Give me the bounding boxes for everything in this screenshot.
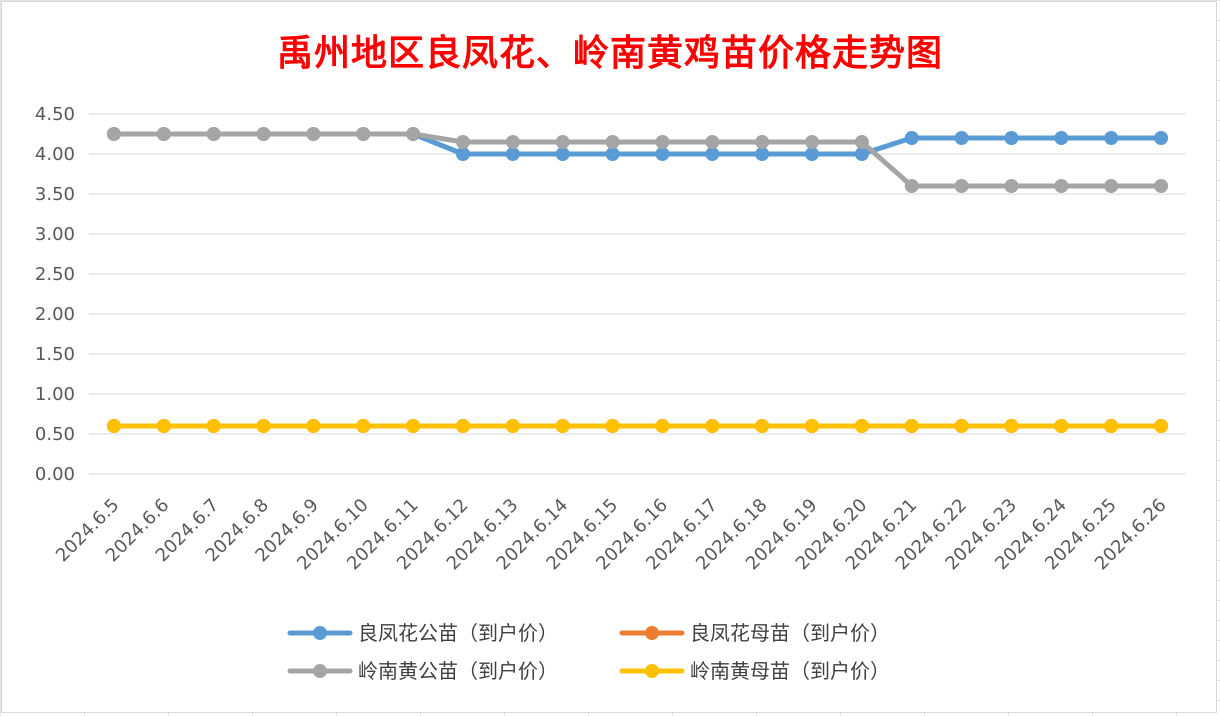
- data-point[interactable]: [1104, 179, 1119, 193]
- data-point[interactable]: [156, 127, 171, 141]
- legend-swatch-marker: [313, 664, 327, 678]
- data-point[interactable]: [256, 127, 271, 141]
- data-point[interactable]: [705, 419, 720, 433]
- legend-swatch-marker: [645, 664, 659, 678]
- data-point[interactable]: [605, 135, 620, 149]
- data-point[interactable]: [555, 135, 570, 149]
- data-point[interactable]: [505, 419, 520, 433]
- chart-title: 禹州地区良凤花、岭南黄鸡苗价格走势图: [276, 32, 943, 74]
- data-point[interactable]: [555, 419, 570, 433]
- data-point[interactable]: [1054, 419, 1069, 433]
- data-point[interactable]: [505, 147, 520, 161]
- legend-item[interactable]: 良凤花母苗（到户价）: [619, 621, 890, 645]
- y-tick-label: 4.50: [35, 104, 75, 125]
- series-4: [106, 419, 1169, 433]
- data-point[interactable]: [106, 419, 121, 433]
- y-tick-label: 3.50: [35, 184, 75, 205]
- y-tick-label: 4.00: [35, 144, 75, 165]
- y-tick-label: 3.00: [35, 224, 75, 245]
- data-point[interactable]: [1004, 179, 1019, 193]
- legend-label: 岭南黄母苗（到户价）: [690, 659, 890, 683]
- data-point[interactable]: [356, 127, 371, 141]
- x-axis-tick-labels: 2024.6.52024.6.62024.6.72024.6.82024.6.9…: [52, 495, 1171, 575]
- data-point[interactable]: [805, 135, 820, 149]
- y-tick-label: 2.00: [35, 304, 75, 325]
- data-point[interactable]: [1004, 419, 1019, 433]
- data-point[interactable]: [655, 147, 670, 161]
- data-point[interactable]: [455, 147, 470, 161]
- data-point[interactable]: [1104, 419, 1119, 433]
- y-tick-label: 0.50: [35, 424, 75, 445]
- series-3: [106, 127, 1169, 193]
- data-point[interactable]: [954, 131, 969, 145]
- y-tick-label: 1.00: [35, 384, 75, 405]
- data-point[interactable]: [755, 419, 770, 433]
- data-point[interactable]: [904, 131, 919, 145]
- data-point[interactable]: [306, 127, 321, 141]
- data-point[interactable]: [705, 135, 720, 149]
- data-point[interactable]: [1054, 131, 1069, 145]
- data-point[interactable]: [854, 419, 869, 433]
- data-point[interactable]: [755, 135, 770, 149]
- data-point[interactable]: [206, 127, 221, 141]
- data-point[interactable]: [555, 147, 570, 161]
- data-point[interactable]: [854, 147, 869, 161]
- data-point[interactable]: [455, 135, 470, 149]
- y-tick-label: 2.50: [35, 264, 75, 285]
- data-point[interactable]: [106, 127, 121, 141]
- legend-item[interactable]: 良凤花公苗（到户价）: [287, 621, 558, 645]
- data-point[interactable]: [655, 419, 670, 433]
- data-point[interactable]: [655, 135, 670, 149]
- legend-item[interactable]: 岭南黄公苗（到户价）: [287, 659, 558, 683]
- data-point[interactable]: [306, 419, 321, 433]
- data-point[interactable]: [954, 419, 969, 433]
- data-point[interactable]: [605, 419, 620, 433]
- data-point[interactable]: [406, 419, 421, 433]
- legend-item[interactable]: 岭南黄母苗（到户价）: [619, 659, 890, 683]
- legend-label: 良凤花母苗（到户价）: [690, 621, 890, 645]
- data-point[interactable]: [455, 419, 470, 433]
- legend-swatch-marker: [313, 626, 327, 640]
- legend-label: 岭南黄公苗（到户价）: [358, 659, 558, 683]
- data-point[interactable]: [904, 419, 919, 433]
- data-point[interactable]: [755, 147, 770, 161]
- data-point[interactable]: [854, 135, 869, 149]
- data-point[interactable]: [1154, 131, 1169, 145]
- data-point[interactable]: [1154, 179, 1169, 193]
- data-point[interactable]: [1054, 179, 1069, 193]
- legend: 良凤花公苗（到户价） 良凤花母苗（到户价） 岭南黄公苗（到户价） 岭南黄母苗（到户价）: [287, 621, 890, 683]
- y-tick-label: 1.50: [35, 344, 75, 365]
- y-tick-label: 0.00: [35, 464, 75, 485]
- data-point[interactable]: [356, 419, 371, 433]
- data-point[interactable]: [505, 135, 520, 149]
- data-point[interactable]: [805, 419, 820, 433]
- data-point[interactable]: [954, 179, 969, 193]
- data-point[interactable]: [156, 419, 171, 433]
- legend-swatch-marker: [645, 626, 659, 640]
- data-point[interactable]: [605, 147, 620, 161]
- data-point[interactable]: [1104, 131, 1119, 145]
- data-point[interactable]: [206, 419, 221, 433]
- y-axis-tick-labels: 0.00 0.50 1.00 1.50 2.00 2.50 3.00 3.50 4.00 4.50: [35, 104, 75, 485]
- gridlines: [89, 113, 1186, 475]
- series-lines: [106, 127, 1169, 433]
- data-point[interactable]: [1004, 131, 1019, 145]
- data-point[interactable]: [406, 127, 421, 141]
- data-point[interactable]: [904, 179, 919, 193]
- data-point[interactable]: [1154, 419, 1169, 433]
- data-point[interactable]: [805, 147, 820, 161]
- data-point[interactable]: [705, 147, 720, 161]
- legend-label: 良凤花公苗（到户价）: [358, 621, 558, 645]
- series-line: [111, 131, 1164, 189]
- data-point[interactable]: [256, 419, 271, 433]
